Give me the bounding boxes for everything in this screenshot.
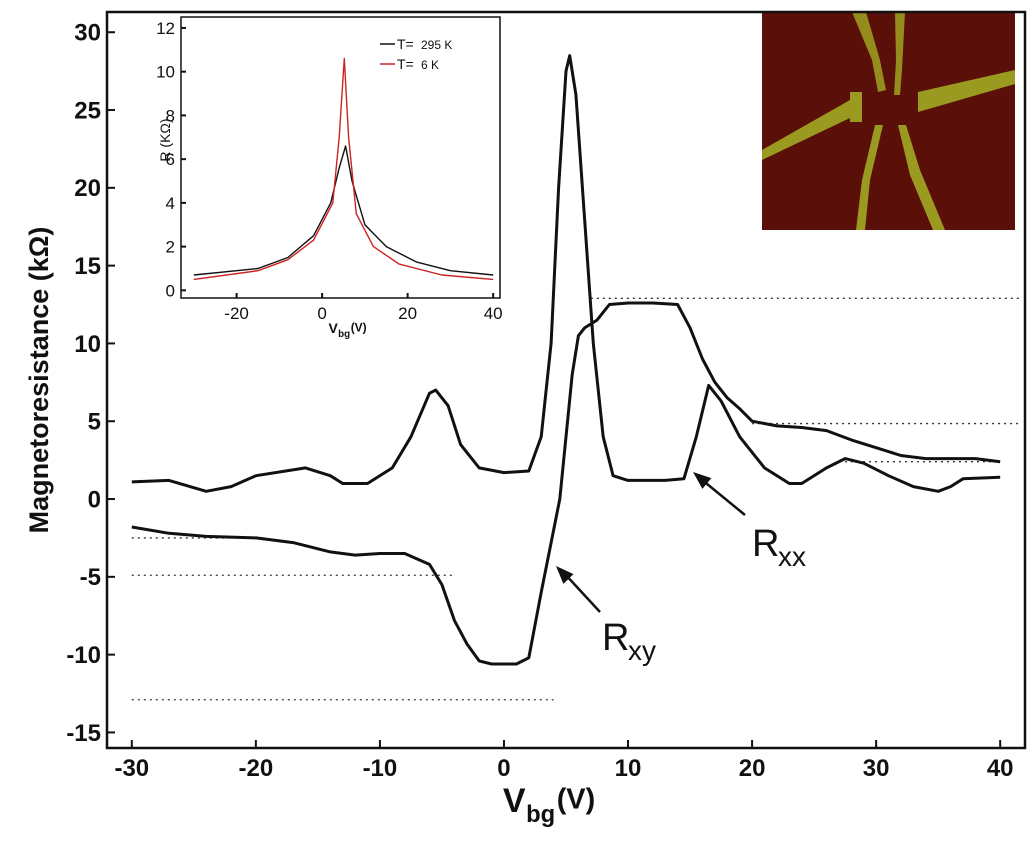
y-tick-label: 30 bbox=[74, 20, 101, 47]
x-axis-label-sub: bg bbox=[338, 329, 350, 340]
legend-temp: 295 K bbox=[421, 38, 452, 52]
data-line bbox=[193, 145, 494, 276]
x-axis-label-main: V bbox=[503, 782, 526, 820]
series-label-sub: xy bbox=[628, 635, 656, 666]
x-tick-label: -20 bbox=[224, 304, 249, 323]
series-label: R bbox=[752, 523, 779, 565]
x-axis-label-sub: bg bbox=[526, 801, 555, 828]
y-tick-label: 0 bbox=[166, 281, 175, 300]
y-tick-label: 4 bbox=[166, 194, 175, 213]
x-axis-label-main: V bbox=[329, 320, 339, 336]
data-line bbox=[131, 54, 1001, 493]
annotation-arrow bbox=[563, 572, 601, 613]
annotation-arrow bbox=[700, 478, 746, 516]
axes-frame bbox=[180, 16, 501, 299]
y-tick-label: 25 bbox=[74, 97, 101, 124]
inset-background bbox=[181, 17, 500, 298]
x-tick-label: 40 bbox=[987, 755, 1014, 782]
x-tick-label: 20 bbox=[739, 755, 766, 782]
x-tick-label: 0 bbox=[317, 304, 326, 323]
y-tick-label: 8 bbox=[166, 106, 175, 125]
y-tick-label: 0 bbox=[88, 486, 101, 513]
x-axis-label-unit: (V) bbox=[351, 321, 367, 335]
legend-temp: 6 K bbox=[421, 58, 439, 72]
x-tick-label: 0 bbox=[497, 755, 510, 782]
y-tick-label: 6 bbox=[166, 150, 175, 169]
y-axis-label: Magnetoresistance (kΩ) bbox=[24, 227, 54, 534]
inset-y-axis-label: R (KΩ) bbox=[157, 118, 173, 161]
series-label-sub: xx bbox=[778, 541, 806, 572]
y-tick-label: 10 bbox=[74, 331, 101, 358]
series-label: R bbox=[602, 617, 629, 659]
y-tick-label: 5 bbox=[88, 409, 101, 436]
y-tick-label: 2 bbox=[166, 238, 175, 257]
annotation-arrowhead bbox=[556, 566, 574, 584]
y-tick-label: -5 bbox=[80, 564, 101, 591]
data-line bbox=[131, 301, 1001, 666]
y-tick-label: -15 bbox=[66, 720, 101, 747]
x-tick-label: 10 bbox=[615, 755, 642, 782]
y-tick-label: 20 bbox=[74, 175, 101, 202]
x-tick-label: 20 bbox=[398, 304, 417, 323]
x-tick-label: -30 bbox=[114, 755, 149, 782]
annotation-arrowhead bbox=[693, 472, 712, 489]
data-line bbox=[193, 57, 494, 281]
y-tick-label: -10 bbox=[66, 642, 101, 669]
axes-frame bbox=[105, 10, 1027, 750]
x-tick-label: -10 bbox=[363, 755, 398, 782]
y-tick-label: 12 bbox=[156, 19, 175, 38]
x-axis-label-unit: (V) bbox=[557, 784, 596, 816]
device-photo bbox=[762, 12, 1015, 230]
legend-label: T= bbox=[397, 36, 414, 52]
x-tick-label: 40 bbox=[484, 304, 503, 323]
x-tick-label: 30 bbox=[863, 755, 890, 782]
legend-label: T= bbox=[397, 56, 414, 72]
x-tick-label: -20 bbox=[239, 755, 274, 782]
y-tick-label: 10 bbox=[156, 63, 175, 82]
y-tick-label: 15 bbox=[74, 253, 101, 280]
